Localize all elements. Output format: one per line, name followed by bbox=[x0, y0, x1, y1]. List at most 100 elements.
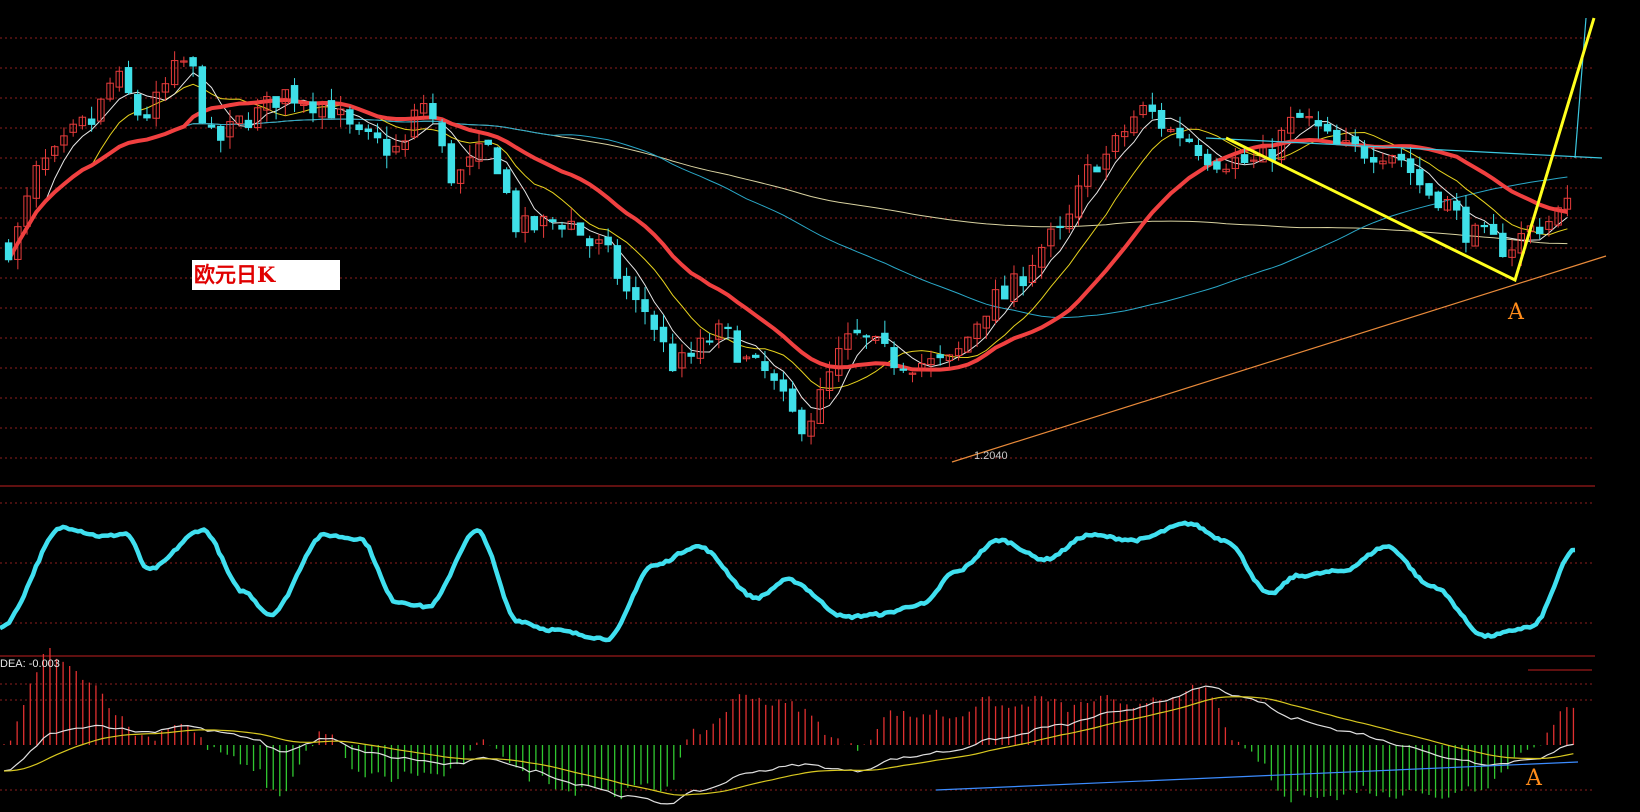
candle bbox=[1093, 164, 1101, 173]
candle-body bbox=[1369, 157, 1378, 163]
candle-body bbox=[705, 340, 714, 343]
candle bbox=[484, 139, 492, 147]
candle bbox=[964, 336, 972, 354]
candle bbox=[207, 116, 216, 130]
candle-body bbox=[484, 139, 492, 145]
candle-body bbox=[290, 85, 299, 104]
candle-body bbox=[1277, 129, 1286, 161]
candle-body bbox=[4, 242, 13, 261]
candle-body bbox=[918, 363, 926, 371]
candle bbox=[456, 168, 465, 194]
candle bbox=[641, 287, 649, 325]
candle-body bbox=[816, 389, 825, 424]
candle bbox=[1314, 111, 1323, 139]
candle bbox=[927, 350, 935, 378]
candle bbox=[982, 315, 991, 340]
candle bbox=[549, 216, 557, 230]
candle bbox=[742, 354, 751, 362]
candle bbox=[779, 372, 788, 402]
candle-body bbox=[198, 66, 207, 124]
candle-body bbox=[1462, 206, 1470, 243]
candle-body bbox=[1019, 276, 1027, 287]
candle-body bbox=[217, 125, 225, 141]
candle-body bbox=[355, 124, 363, 131]
candle bbox=[60, 127, 68, 153]
candle-body bbox=[1065, 213, 1074, 230]
candle-body bbox=[226, 121, 234, 138]
candle bbox=[419, 94, 428, 120]
candle bbox=[1065, 204, 1074, 233]
candle bbox=[253, 98, 262, 131]
candle bbox=[244, 112, 253, 131]
candle bbox=[161, 77, 170, 102]
candle-body bbox=[97, 98, 105, 122]
candle bbox=[1010, 265, 1018, 308]
candle-body bbox=[1480, 224, 1489, 228]
candle-body bbox=[1222, 168, 1230, 173]
candle bbox=[788, 381, 797, 413]
candle-body bbox=[1425, 183, 1433, 196]
candle-body bbox=[890, 347, 898, 369]
candle-body bbox=[1213, 161, 1221, 170]
candle-body bbox=[770, 373, 778, 381]
candle-body bbox=[383, 138, 391, 156]
candle bbox=[1148, 92, 1157, 119]
candle-body bbox=[844, 333, 852, 350]
price-grid bbox=[0, 37, 1595, 791]
candle-body bbox=[881, 332, 889, 344]
signal-line bbox=[3, 696, 1574, 796]
candle bbox=[1545, 215, 1553, 237]
candle bbox=[1028, 254, 1037, 287]
candle-body bbox=[761, 361, 769, 372]
candle bbox=[1489, 214, 1498, 235]
candle bbox=[1167, 126, 1175, 133]
candle-body bbox=[991, 289, 1000, 321]
candle-body bbox=[1111, 135, 1120, 152]
candle bbox=[1231, 147, 1240, 179]
candle-body bbox=[788, 388, 797, 412]
candle-body bbox=[1508, 249, 1516, 258]
candle bbox=[1037, 244, 1046, 279]
annotation-a-macd: A bbox=[1526, 766, 1542, 791]
candle-body bbox=[1333, 129, 1341, 145]
candle bbox=[51, 145, 59, 163]
candle-body bbox=[87, 118, 96, 125]
candle bbox=[1213, 158, 1221, 174]
candle-body bbox=[1397, 153, 1406, 161]
candle bbox=[770, 369, 778, 390]
candle bbox=[466, 145, 474, 176]
candle-body bbox=[1185, 138, 1193, 143]
candle-body bbox=[364, 128, 373, 132]
candle bbox=[724, 323, 732, 340]
candle bbox=[4, 239, 13, 263]
candle bbox=[705, 333, 714, 346]
candle-body bbox=[549, 219, 557, 223]
candle bbox=[1286, 106, 1295, 143]
candle bbox=[1047, 222, 1055, 258]
candle bbox=[696, 329, 705, 364]
macd-panel bbox=[3, 647, 1579, 805]
channel-trendline bbox=[1574, 17, 1587, 159]
candle-body bbox=[23, 195, 31, 227]
candle-body bbox=[1296, 112, 1304, 118]
candle-body bbox=[807, 420, 815, 437]
candle bbox=[309, 92, 317, 123]
candle-body bbox=[78, 116, 87, 127]
candle bbox=[429, 93, 437, 124]
support-trendline bbox=[951, 255, 1607, 463]
candle bbox=[807, 412, 815, 445]
candle-body bbox=[1314, 120, 1323, 127]
candle bbox=[567, 208, 575, 231]
candle bbox=[521, 206, 529, 243]
candle-body bbox=[318, 101, 326, 118]
candle bbox=[23, 187, 31, 235]
candle-body bbox=[1047, 228, 1055, 247]
candle-body bbox=[429, 103, 437, 120]
candle-body bbox=[687, 352, 695, 357]
candle bbox=[401, 134, 409, 157]
candle-body bbox=[1167, 128, 1175, 132]
candle bbox=[936, 345, 944, 366]
candle-body bbox=[899, 368, 908, 371]
candle bbox=[1277, 127, 1286, 167]
candle bbox=[622, 267, 631, 300]
